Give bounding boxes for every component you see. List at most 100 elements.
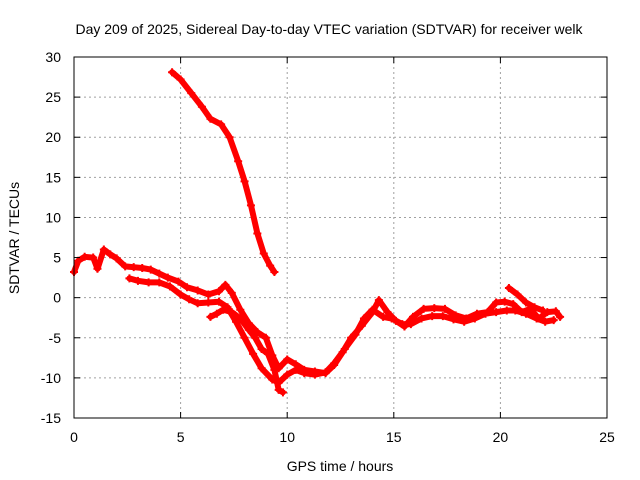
x-axis-title: GPS time / hours xyxy=(287,458,394,474)
data-point xyxy=(249,349,258,358)
y-tick-label: 20 xyxy=(45,129,61,145)
data-point xyxy=(176,290,185,299)
data-point xyxy=(187,89,196,98)
data-point xyxy=(221,280,230,289)
axis-ticks xyxy=(73,56,608,419)
data-point xyxy=(112,254,121,263)
data-point xyxy=(428,312,437,321)
data-point xyxy=(219,305,228,314)
data-point xyxy=(165,282,174,291)
data-point xyxy=(80,252,89,261)
data-point xyxy=(168,68,177,77)
data-point xyxy=(330,359,339,368)
data-point xyxy=(246,201,255,210)
data-point xyxy=(351,330,360,339)
data-point xyxy=(481,309,490,318)
data-point xyxy=(197,102,206,111)
y-axis-title: SDTVAR / TECUs xyxy=(6,182,22,294)
data-point xyxy=(106,250,115,259)
data-point xyxy=(227,308,236,317)
series-track-branch xyxy=(206,305,287,397)
data-point xyxy=(449,315,458,324)
data-point xyxy=(368,305,377,314)
data-point xyxy=(176,75,185,84)
data-point xyxy=(530,303,539,312)
x-tick-label: 5 xyxy=(177,429,185,445)
data-point xyxy=(274,385,283,394)
data-point xyxy=(146,265,155,274)
data-point xyxy=(492,298,501,307)
series-track-spike xyxy=(504,284,548,315)
data-point xyxy=(236,314,245,323)
data-point xyxy=(492,308,501,317)
data-point xyxy=(206,312,215,321)
data-point xyxy=(204,298,213,307)
data-point xyxy=(549,316,558,325)
data-point xyxy=(264,349,273,358)
data-point xyxy=(244,325,253,334)
data-point xyxy=(278,388,287,397)
data-point xyxy=(406,320,415,329)
data-point xyxy=(511,306,520,315)
data-point xyxy=(398,320,407,329)
data-point xyxy=(261,333,270,342)
data-point xyxy=(521,298,530,307)
data-point xyxy=(121,262,130,271)
data-point xyxy=(340,345,349,354)
data-point xyxy=(283,370,292,379)
data-point xyxy=(193,286,202,295)
data-point xyxy=(283,355,292,364)
data-point xyxy=(155,278,164,287)
data-point xyxy=(430,304,439,313)
data-point xyxy=(460,317,469,326)
data-point xyxy=(232,317,241,326)
data-point xyxy=(387,314,396,323)
y-tick-label: -15 xyxy=(41,410,61,426)
data-point xyxy=(214,287,223,296)
data-point xyxy=(163,273,172,282)
data-point xyxy=(99,245,108,254)
data-point xyxy=(133,276,142,285)
y-tick-label: 5 xyxy=(53,250,61,266)
data-point xyxy=(93,264,102,273)
x-tick-label: 0 xyxy=(70,429,78,445)
x-tick-label: 15 xyxy=(386,429,402,445)
y-axis-tick-labels: -15 -10 -5 0 5 10 15 20 25 30 xyxy=(41,49,61,426)
data-point xyxy=(266,261,275,270)
data-point xyxy=(217,120,226,129)
data-point xyxy=(259,249,268,258)
series-line xyxy=(169,69,278,275)
x-tick-label: 10 xyxy=(279,429,295,445)
data-point xyxy=(556,312,565,321)
data-point xyxy=(417,314,426,323)
data-point xyxy=(532,314,541,323)
series-track-descending xyxy=(168,68,279,276)
data-point xyxy=(359,314,368,323)
data-point xyxy=(234,157,243,166)
data-point xyxy=(225,133,234,142)
data-point xyxy=(185,295,194,304)
data-point xyxy=(138,263,147,272)
y-tick-label: -5 xyxy=(49,330,62,346)
y-tick-label: 30 xyxy=(45,49,61,65)
data-point xyxy=(204,290,213,299)
data-point xyxy=(129,263,138,272)
data-point xyxy=(300,369,309,378)
data-point xyxy=(182,283,191,292)
data-point xyxy=(89,253,98,262)
data-point xyxy=(291,365,300,374)
y-tick-label: 0 xyxy=(53,290,61,306)
data-point xyxy=(257,364,266,373)
data-point xyxy=(513,290,522,299)
data-point xyxy=(236,305,245,314)
data-point xyxy=(321,368,330,377)
data-point xyxy=(310,370,319,379)
data-point xyxy=(212,309,221,318)
data-point xyxy=(419,304,428,313)
x-tick-label: 25 xyxy=(599,429,615,445)
y-tick-label: -10 xyxy=(41,370,61,386)
data-point xyxy=(270,267,279,276)
y-tick-label: 10 xyxy=(45,209,61,225)
data-point xyxy=(193,299,202,308)
